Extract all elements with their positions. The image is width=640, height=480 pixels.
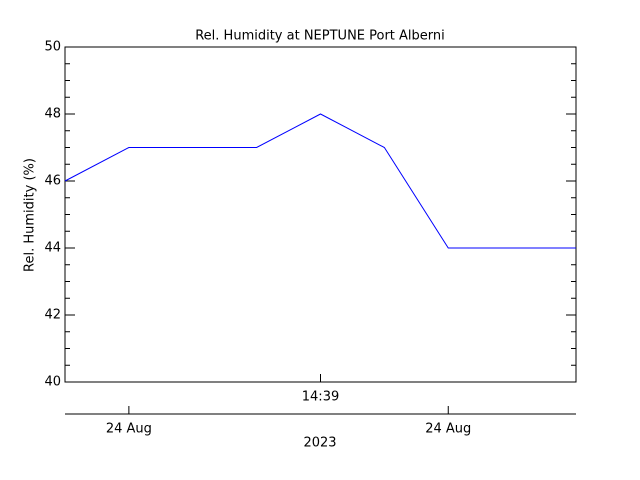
data-line	[64, 113, 576, 249]
y-tick-label: 40	[44, 375, 61, 390]
y-tick-label: 44	[44, 241, 61, 256]
plot-frame	[64, 46, 577, 383]
y-tick-label: 42	[44, 308, 61, 323]
y-tick-label: 48	[44, 107, 61, 122]
x-tick-label: 14:39	[302, 390, 339, 405]
chart-title: Rel. Humidity at NEPTUNE Port Alberni	[195, 29, 445, 44]
date-tick-label: 24 Aug	[425, 422, 471, 437]
date-axis-label: 2023	[303, 436, 336, 451]
y-tick-label: 46	[44, 174, 61, 189]
y-tick-label: 50	[44, 40, 61, 55]
y-axis-label: Rel. Humidity (%)	[23, 158, 38, 272]
date-tick-label: 24 Aug	[106, 422, 152, 437]
